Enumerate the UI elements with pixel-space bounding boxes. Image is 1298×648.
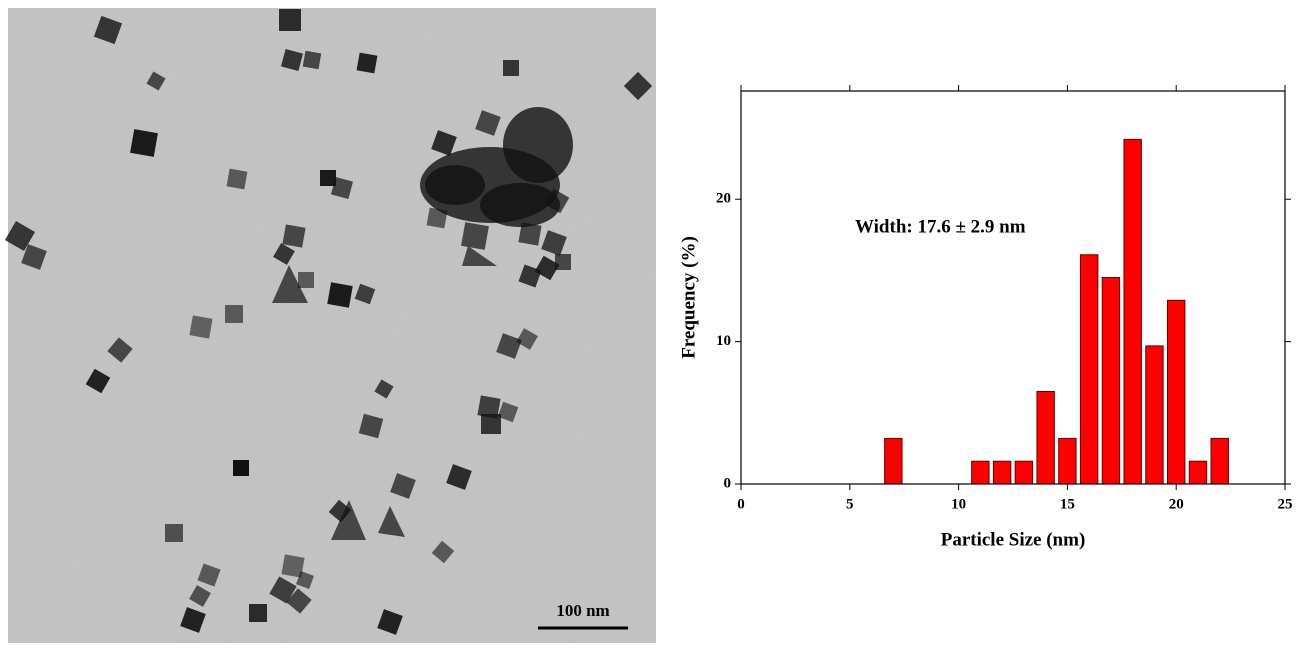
y-tick-label: 20 bbox=[716, 191, 731, 207]
x-tick-label: 25 bbox=[1278, 496, 1293, 512]
bar bbox=[972, 461, 989, 484]
bar bbox=[1189, 461, 1206, 484]
figure: 100 nm 0 5 10 15 20 25 0 10 20 Particle Size (nm)… bbox=[0, 0, 1298, 643]
particle bbox=[357, 53, 378, 74]
particle bbox=[282, 224, 305, 247]
bar bbox=[1211, 438, 1228, 484]
tem-image: 100 nm bbox=[5, 8, 656, 643]
bar bbox=[885, 438, 902, 484]
bar bbox=[1015, 461, 1032, 484]
particle bbox=[327, 282, 352, 307]
scale-bar-label: 100 nm bbox=[556, 601, 609, 620]
bar bbox=[993, 461, 1010, 484]
bar bbox=[1102, 278, 1119, 484]
bar bbox=[1037, 391, 1054, 484]
x-tick-label: 15 bbox=[1060, 496, 1075, 512]
y-tick-label: 10 bbox=[716, 333, 731, 349]
particle bbox=[233, 460, 249, 476]
particle bbox=[298, 272, 314, 288]
bar bbox=[1059, 438, 1076, 484]
annotation: Width: 17.6 ± 2.9 nm bbox=[855, 216, 1026, 237]
particle bbox=[461, 222, 489, 250]
page: 100 nm 0 5 10 15 20 25 0 10 20 Particle Size (nm)… bbox=[0, 0, 1298, 648]
x-tick-label: 20 bbox=[1169, 496, 1184, 512]
particle bbox=[227, 169, 248, 190]
y-tick-label: 0 bbox=[724, 475, 732, 491]
x-axis-label: Particle Size (nm) bbox=[941, 529, 1086, 550]
particle bbox=[303, 51, 322, 70]
particle bbox=[189, 315, 212, 338]
particle-cluster bbox=[503, 107, 573, 183]
particle bbox=[165, 524, 183, 542]
particle bbox=[320, 170, 336, 186]
particle bbox=[130, 129, 158, 157]
bar bbox=[1124, 139, 1141, 484]
bar bbox=[1080, 255, 1097, 484]
x-tick-label: 0 bbox=[737, 496, 745, 512]
x-tick-label: 10 bbox=[951, 496, 966, 512]
particle bbox=[481, 414, 501, 434]
bar bbox=[1146, 346, 1163, 484]
histogram: 0 5 10 15 20 25 0 10 20 Particle Size (nm) Frequen… bbox=[678, 85, 1292, 550]
tem-noise bbox=[8, 8, 656, 643]
x-tick-label: 5 bbox=[846, 496, 854, 512]
bar bbox=[1167, 300, 1184, 484]
particle-cluster bbox=[425, 165, 485, 205]
particle bbox=[503, 60, 519, 76]
particle bbox=[249, 604, 267, 622]
particle-cluster bbox=[480, 183, 560, 227]
particle bbox=[279, 9, 301, 31]
particle bbox=[555, 254, 571, 270]
plot-frame bbox=[741, 91, 1285, 484]
particle bbox=[225, 305, 243, 323]
y-axis-label: Frequency (%) bbox=[678, 236, 699, 359]
